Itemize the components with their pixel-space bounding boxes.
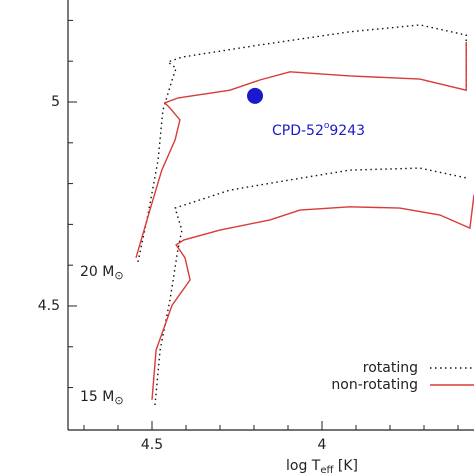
- star-label: CPD-52o9243: [272, 121, 365, 140]
- star-label-text: CPD-52: [272, 123, 324, 139]
- x-label-sub: eff: [320, 465, 334, 474]
- x-label-part: [K]: [333, 458, 358, 474]
- track-label-sub: ⊙: [114, 269, 123, 282]
- star-label-sup: o: [324, 121, 330, 131]
- track-label-text: 15 M: [80, 389, 114, 405]
- track-label-sub: ⊙: [114, 394, 123, 407]
- track-line: [135, 42, 474, 400]
- y-tick-label: 4.5: [38, 298, 60, 314]
- track-label: 20 M⊙: [80, 264, 124, 282]
- x-label-part: log T: [286, 458, 321, 474]
- x-axis-label: log Teff [K]: [286, 458, 358, 474]
- star-point: [247, 87, 264, 104]
- star-label-text: 9243: [329, 123, 365, 139]
- legend-label: non-rotating: [331, 377, 418, 393]
- track-label: 15 M⊙: [80, 389, 124, 407]
- legend-label: rotating: [363, 360, 418, 376]
- track-label-text: 20 M: [80, 264, 114, 280]
- x-tick-label: 4: [318, 437, 327, 453]
- track-line: [137, 24, 467, 406]
- x-tick-label: 4.5: [141, 437, 163, 453]
- y-tick-label: 5: [51, 94, 60, 110]
